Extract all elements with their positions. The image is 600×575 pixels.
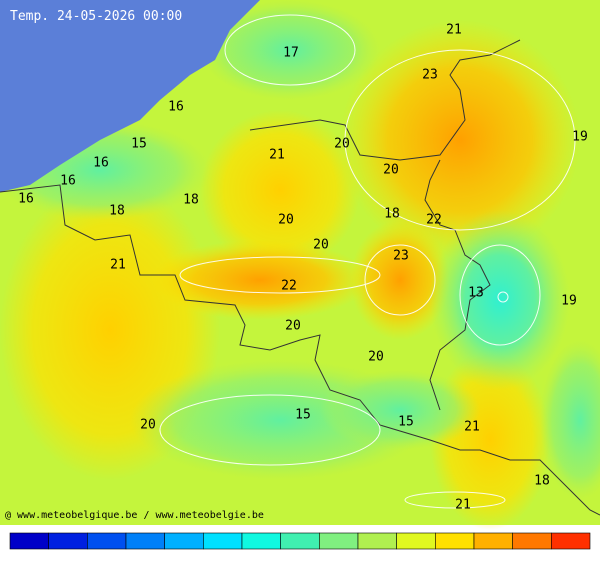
color-scale <box>9 532 591 550</box>
temperature-label: 23 <box>393 249 409 264</box>
temperature-labels: 17 21 23 16 19 15 21 20 16 20 16 16 18 18 18 22 20 20 23 21… <box>18 23 588 513</box>
temperature-label: 15 <box>398 415 414 430</box>
color-swatch <box>512 532 552 550</box>
color-swatch <box>87 532 127 550</box>
temperature-label: 23 <box>422 68 438 83</box>
color-swatch <box>125 532 165 550</box>
color-swatch <box>435 532 475 550</box>
color-swatch <box>319 532 359 550</box>
temperature-label: 16 <box>93 156 109 171</box>
temperature-label: 20 <box>313 238 329 253</box>
map-title: Temp. 24-05-2026 00:00 <box>10 9 182 24</box>
isotherms <box>159 14 576 509</box>
temperature-label: 20 <box>383 163 399 178</box>
temperature-label: 21 <box>455 498 471 513</box>
temperature-label: 18 <box>183 193 199 208</box>
temperature-label: 18 <box>534 474 550 489</box>
temperature-label: 22 <box>426 213 442 228</box>
color-swatch <box>164 532 204 550</box>
temperature-label: 19 <box>561 294 577 309</box>
temperature-label: 19 <box>572 130 588 145</box>
color-swatch <box>551 532 591 550</box>
temperature-label: 21 <box>446 23 462 38</box>
color-swatch <box>9 532 49 550</box>
color-swatch <box>396 532 436 550</box>
temperature-label: 20 <box>368 350 384 365</box>
temperature-label: 21 <box>110 258 126 273</box>
temperature-label: 22 <box>281 279 297 294</box>
color-swatch <box>203 532 243 550</box>
temperature-label: 21 <box>269 148 285 163</box>
credit: @ www.meteobelgique.be / www.meteobelgie… <box>5 510 264 521</box>
temperature-label: 16 <box>168 100 184 115</box>
color-swatch <box>357 532 397 550</box>
temperature-label: 13 <box>468 286 484 301</box>
temperature-label: 16 <box>60 174 76 189</box>
color-swatch <box>48 532 88 550</box>
temperature-label: 20 <box>278 213 294 228</box>
borders <box>0 39 600 516</box>
temperature-label: 15 <box>131 137 147 152</box>
sea <box>0 0 260 192</box>
temperature-label: 17 <box>283 46 299 61</box>
temperature-label: 20 <box>334 137 350 152</box>
temperature-label: 18 <box>109 204 125 219</box>
temperature-label: 21 <box>464 420 480 435</box>
temperature-label: 18 <box>384 207 400 222</box>
color-swatch <box>280 532 320 550</box>
color-swatch <box>241 532 281 550</box>
temperature-label: 20 <box>140 418 156 433</box>
color-swatch <box>473 532 513 550</box>
temperature-label: 16 <box>18 192 34 207</box>
temperature-label: 15 <box>295 408 311 423</box>
temperature-label: 20 <box>285 319 301 334</box>
